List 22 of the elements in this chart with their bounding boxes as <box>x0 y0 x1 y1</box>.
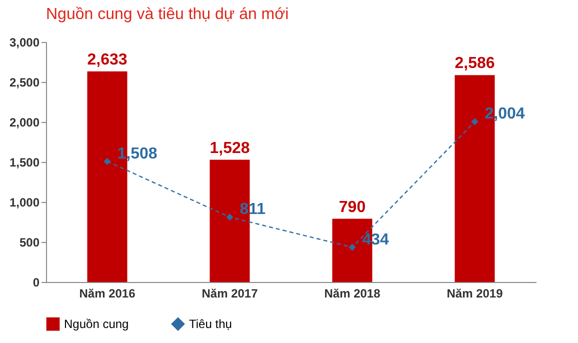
data-label: 790 <box>338 198 366 216</box>
x-tick-label: Năm 2017 <box>202 286 258 300</box>
point <box>471 118 478 126</box>
y-tick-label: 3,000 <box>9 36 40 50</box>
data-label: 2,586 <box>454 55 495 72</box>
point <box>226 214 234 221</box>
legend-label: Tiêu thụ <box>189 317 232 332</box>
chart-title: Nguồn cung và tiêu thụ dự án mới <box>46 6 289 23</box>
y-tick-label: 1,000 <box>9 196 40 210</box>
y-tick-label: 500 <box>19 236 40 250</box>
point <box>348 244 356 251</box>
y-tick-label: 2,500 <box>9 76 40 90</box>
y-tick-label: 2,000 <box>9 116 40 130</box>
point <box>104 158 111 165</box>
data-label: 1,528 <box>210 140 250 157</box>
x-tick-label: Năm 2016 <box>79 286 136 300</box>
data-label: 2,633 <box>87 51 128 68</box>
y-tick-label: 0 <box>32 276 40 290</box>
x-tick-label: Năm 2019 <box>446 286 504 300</box>
y-tick-label: 1,500 <box>9 156 40 170</box>
legend-label: Nguồn cung <box>64 317 129 332</box>
x-tick-label: Năm 2018 <box>324 286 381 300</box>
